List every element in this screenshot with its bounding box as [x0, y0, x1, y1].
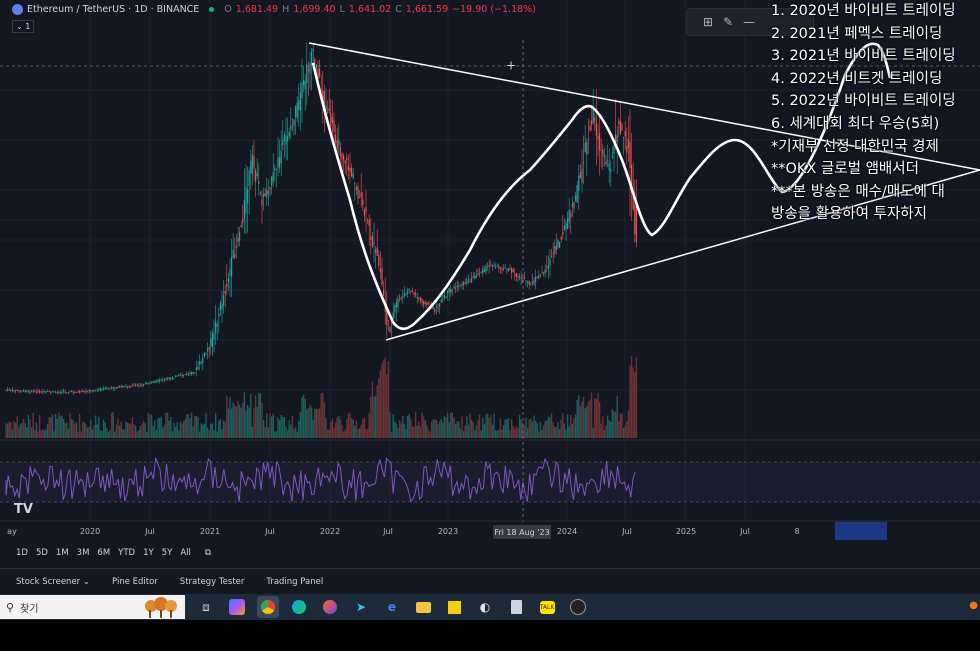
x-axis-label: 2022: [320, 527, 340, 536]
period-5y[interactable]: 5Y: [161, 548, 173, 558]
close-value: 1,661.59: [405, 4, 449, 15]
chevron-down-icon: ⌄: [82, 577, 91, 587]
ethereum-logo-icon: [12, 4, 23, 15]
bird-app-icon[interactable]: ➤: [355, 600, 367, 614]
overlay-line: 1. 2020년 바이비트 트레이딩: [771, 3, 956, 19]
symbol-title[interactable]: Ethereum / TetherUS · 1D · BINANCE: [27, 4, 200, 15]
drawing-toolbar: ⊞ ✎ —: [686, 8, 814, 36]
firefox-icon[interactable]: [319, 596, 341, 618]
volume-bars: [5, 356, 638, 438]
chrome-icon[interactable]: [257, 596, 279, 618]
x-axis-label: 2023: [438, 527, 458, 536]
pencil-icon[interactable]: ✎: [723, 15, 734, 29]
calculator-icon[interactable]: [505, 596, 527, 618]
overlay-line: 방송을 활용하여 투자하지: [771, 206, 927, 223]
low-label: L: [339, 4, 345, 15]
tab-stock-screener[interactable]: Stock Screener ⌄: [16, 577, 90, 587]
period-bar: 1D 5D 1M 3M 6M YTD 1Y 5Y All ⧉: [0, 543, 980, 563]
close-label: C: [395, 4, 402, 15]
period-1d[interactable]: 1D: [16, 548, 28, 558]
copilot-icon[interactable]: [229, 599, 245, 615]
overlay-line: 3. 2021년 바이비트 트레이딩: [771, 48, 956, 65]
projection-drawing: [311, 42, 892, 331]
period-5d[interactable]: 5D: [35, 548, 48, 558]
indicator-toggle[interactable]: ⌄ 1: [12, 20, 35, 33]
x-axis: ay 2020 Jul 2021 Jul 2022 Jul 2023 2024 Jul 2025 Ju…: [7, 525, 800, 539]
x-axis-label: 2025: [676, 527, 696, 536]
ie-icon[interactable]: e: [387, 600, 397, 614]
line-icon[interactable]: —: [743, 15, 756, 29]
period-1y[interactable]: 1Y: [143, 548, 154, 558]
rsi-pane: [0, 457, 980, 503]
overlay-line: 2. 2021년 페멕스 트레이딩: [771, 25, 943, 42]
x-axis-label: Jul: [621, 527, 632, 536]
high-label: H: [282, 4, 290, 15]
high-value: 1,699.40: [293, 4, 336, 15]
candlesticks: [5, 42, 637, 395]
market-status-dot: [209, 7, 215, 12]
period-3m[interactable]: 3M: [76, 548, 90, 558]
tray-icon[interactable]: ●: [969, 600, 978, 611]
chart-area[interactable]: + ay 2020 Jul 2021 Jul 2022 Jul 2023 2024 Jul 2025…: [0, 0, 980, 540]
date-range-icon[interactable]: ⧉: [204, 548, 211, 558]
upper-trendline: [308, 42, 980, 171]
x-axis-label: 2020: [80, 527, 100, 536]
overlay-line: 4. 2022년 비트겟 트레이딩: [771, 70, 943, 87]
x-axis-label: Jul: [739, 527, 750, 536]
search-highlight-art: [139, 596, 181, 618]
x-axis-label: 8: [794, 527, 799, 536]
stream-overlay-text: 1. 2020년 바이비트 트레이딩 2. 2021년 페멕스 트레이딩 3. …: [771, 0, 956, 226]
lower-trendline: [385, 169, 980, 341]
sticky-notes-icon[interactable]: [443, 596, 465, 618]
overlay-line: *기재부 선정 대한민국 경제: [771, 138, 939, 155]
kakaotalk-icon[interactable]: TALK: [536, 596, 558, 618]
indicator-count: 1: [25, 22, 31, 31]
x-axis-label: Jul: [264, 527, 275, 536]
x-axis-label: Jul: [382, 527, 393, 536]
crosshair-cursor: +: [506, 59, 516, 73]
overlay-line: ***본 방송은 매수/매도에 대: [771, 183, 945, 200]
open-value: 1,681.49: [235, 4, 279, 15]
tab-trading-panel[interactable]: Trading Panel: [266, 577, 324, 587]
low-value: 1,641.02: [348, 4, 392, 15]
tab-label: Stock Screener: [16, 577, 81, 587]
edge-icon[interactable]: [288, 596, 310, 618]
taskbar-search[interactable]: ⚲ 찾기: [0, 595, 185, 619]
period-1m[interactable]: 1M: [55, 548, 69, 558]
x-axis-label: Jul: [144, 527, 155, 536]
grid-icon[interactable]: ⊞: [703, 15, 714, 29]
period-ytd[interactable]: YTD: [118, 548, 136, 558]
file-explorer-icon[interactable]: [412, 596, 434, 618]
x-axis-label: 2021: [200, 527, 220, 536]
axis-highlight: [835, 522, 887, 540]
overlay-line: **OKX 글로벌 앰배서더: [771, 161, 919, 178]
x-axis-label: 2024: [557, 527, 577, 536]
task-view-icon[interactable]: ⧈: [202, 599, 210, 614]
overlay-line: 5. 2022년 바이비트 트레이딩: [771, 93, 956, 110]
price-chart[interactable]: + ay 2020 Jul 2021 Jul 2022 Jul 2023 2024 Jul 2025…: [0, 0, 980, 540]
paint-icon[interactable]: ◐: [479, 600, 491, 614]
windows-taskbar: ⚲ 찾기 ⧈ ➤ e ◐ TALK ●: [0, 594, 980, 620]
obs-icon[interactable]: [567, 596, 589, 618]
tradingview-logo: TV: [14, 502, 33, 517]
x-axis-label: ay: [7, 527, 17, 536]
tab-pine-editor[interactable]: Pine Editor: [112, 577, 158, 587]
period-all[interactable]: All: [180, 548, 191, 558]
x-axis-cursor-label: Fri 18 Aug '23: [494, 528, 549, 537]
search-placeholder: 찾기: [20, 603, 39, 615]
overlay-line: 6. 세계대회 최다 우승(5회): [771, 115, 940, 132]
tab-strategy-tester[interactable]: Strategy Tester: [179, 577, 245, 587]
search-icon: ⚲: [6, 600, 15, 614]
open-label: O: [224, 4, 232, 15]
screen-bottom-border: [0, 620, 980, 651]
change-value: −19.90 (−1.18%): [452, 4, 536, 15]
symbol-header: Ethereum / TetherUS · 1D · BINANCE O 1,68…: [12, 4, 536, 15]
bottom-panel-tabs: Stock Screener ⌄ Pine Editor Strategy Te…: [0, 568, 980, 595]
period-6m[interactable]: 6M: [97, 548, 111, 558]
